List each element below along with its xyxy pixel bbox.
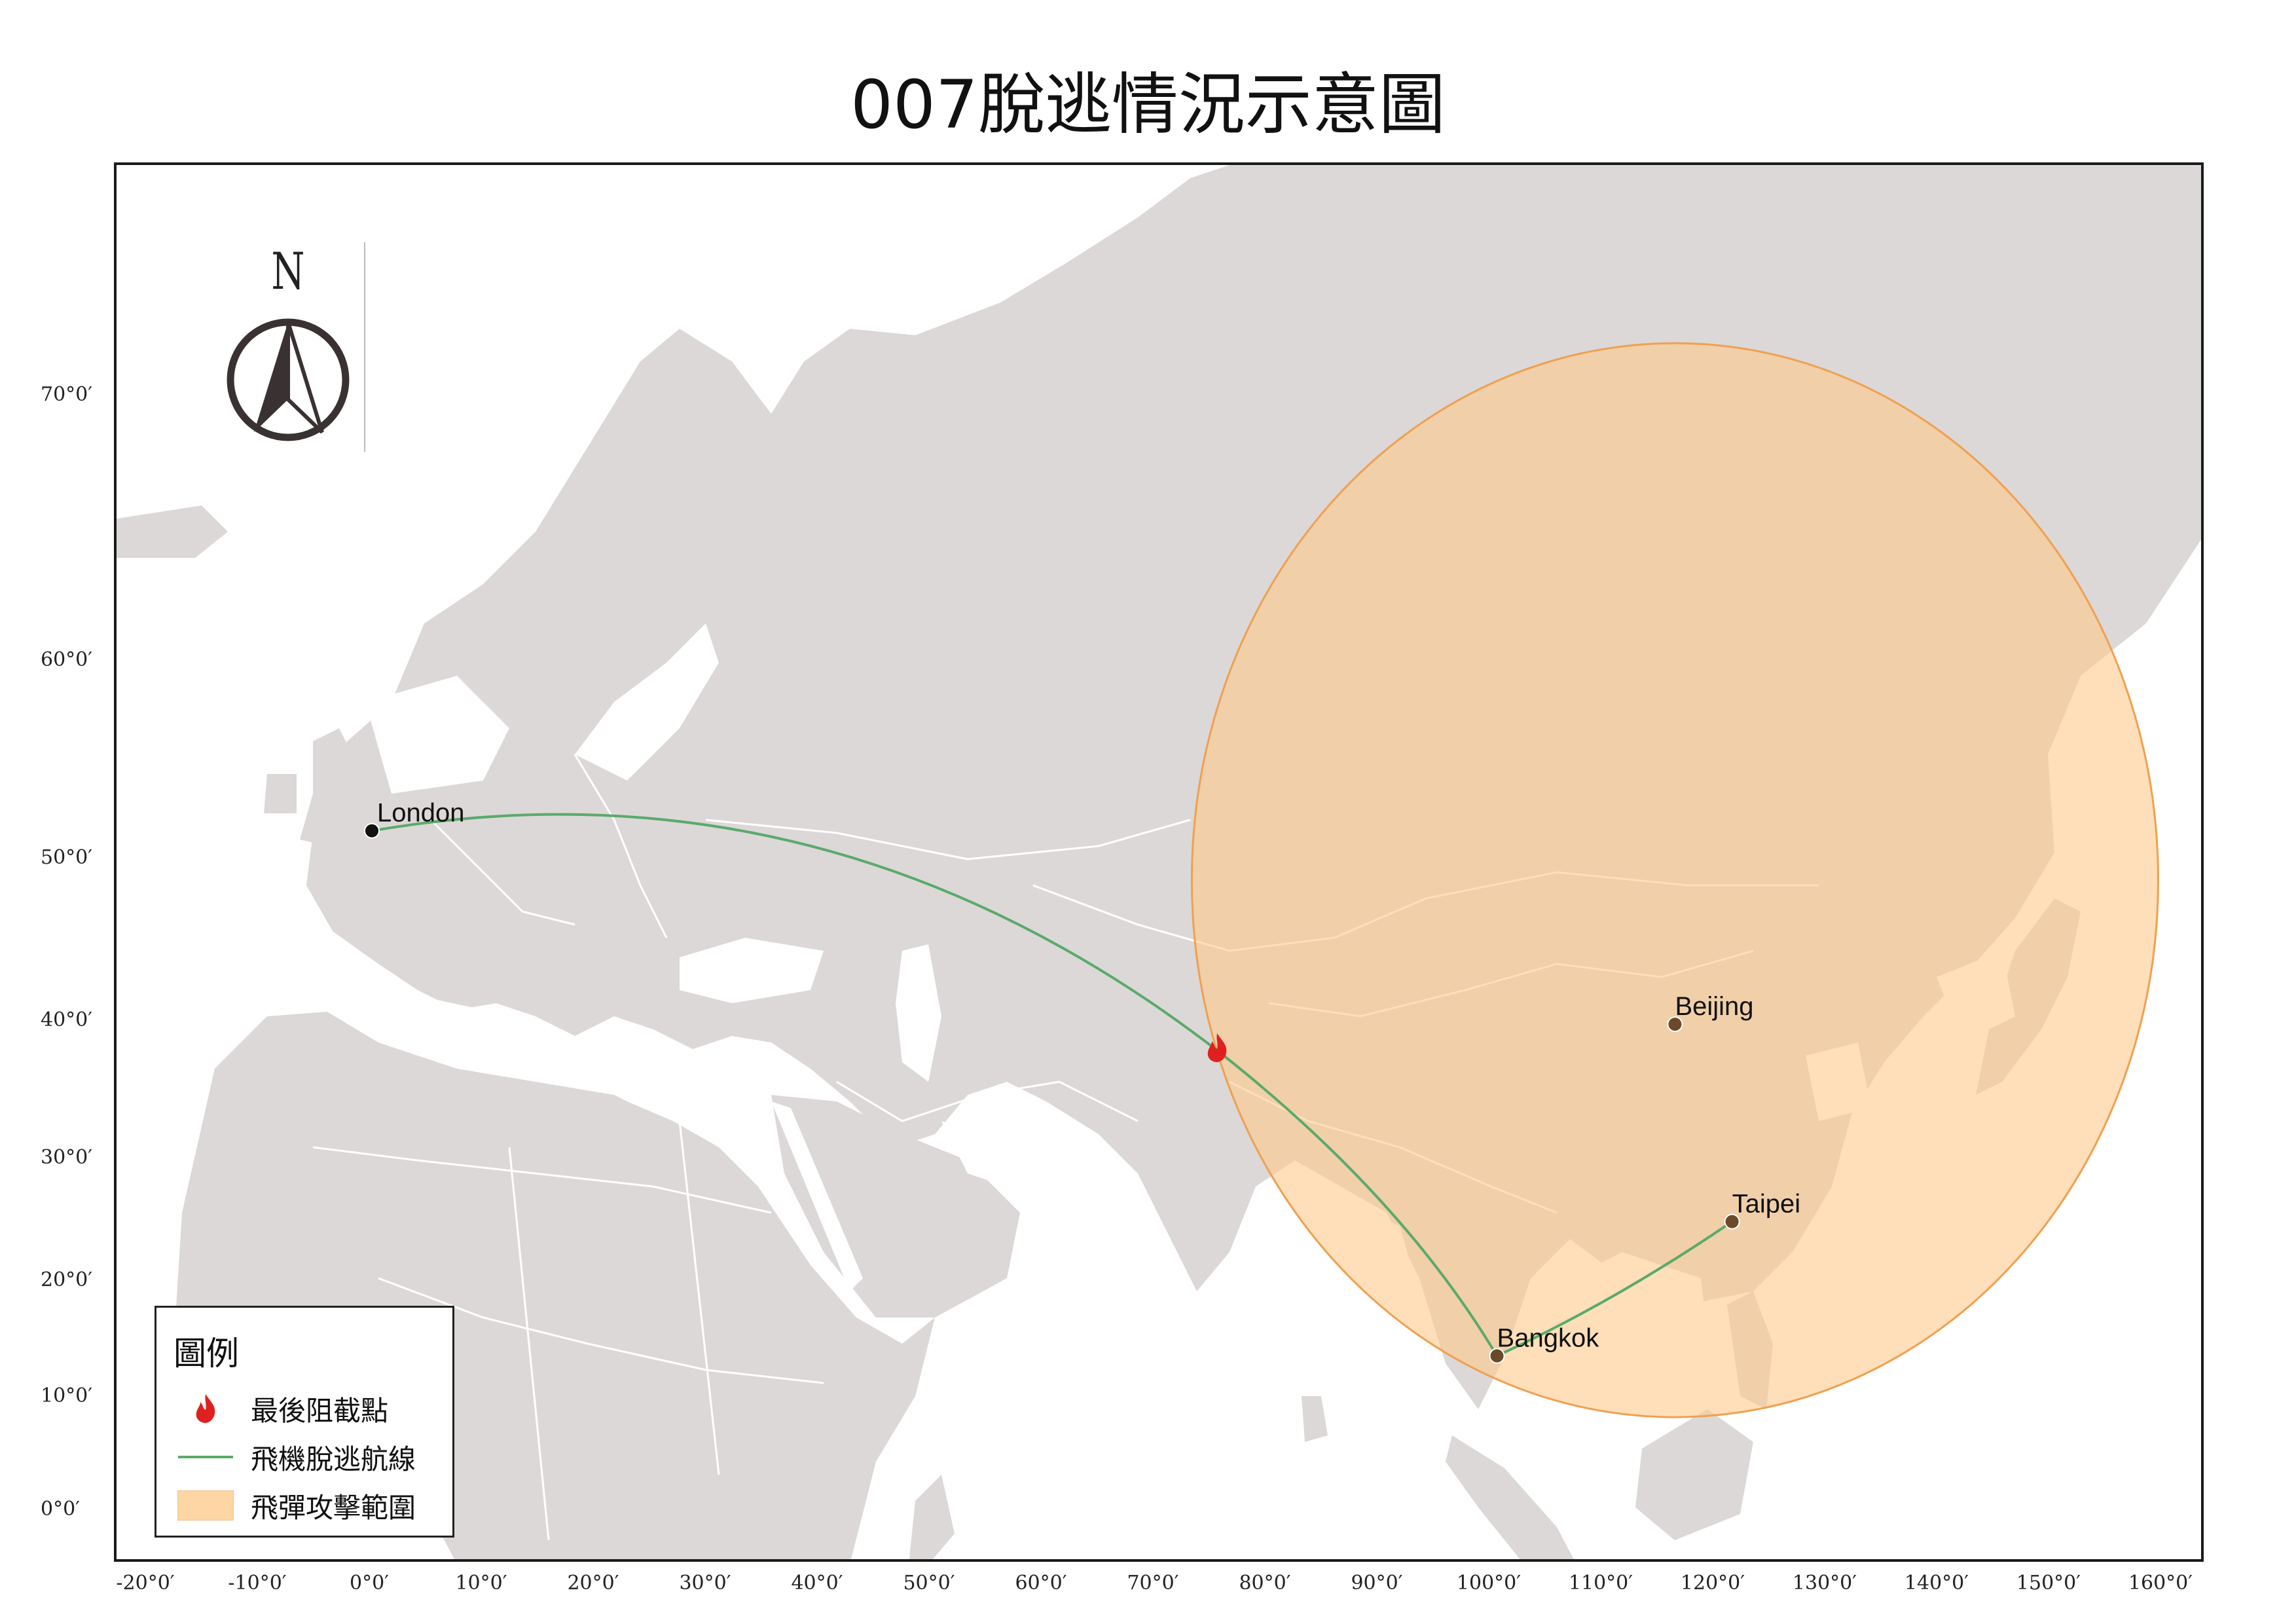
longitude-label: 90°0′: [1351, 1572, 1403, 1595]
longitude-label: 50°0′: [903, 1572, 955, 1595]
city-marker: [1724, 1213, 1740, 1230]
missile-range-area: [1190, 342, 2159, 1418]
longitude-label: -10°0′: [228, 1572, 287, 1595]
escape-route-segment: [1216, 1049, 1499, 1357]
sea-arabian: [1007, 1213, 1190, 1475]
latitude-label: 0°0′: [41, 1498, 80, 1521]
north-label: N: [271, 242, 305, 301]
latitude-label: 20°0′: [41, 1268, 93, 1291]
latitude-label: 60°0′: [41, 648, 93, 671]
longitude-label: 110°0′: [1568, 1572, 1633, 1595]
city-label: Beijing: [1675, 992, 1753, 1021]
north-divider: [364, 242, 365, 452]
legend-item-intercept: 最後阻截點: [170, 1389, 388, 1428]
escape-route-segment: [371, 813, 1218, 1052]
land-britain: [300, 728, 359, 846]
legend-item-range: 飛彈攻擊範圍: [170, 1486, 416, 1525]
land-scandinavia: [483, 414, 811, 715]
longitude-label: 10°0′: [455, 1572, 507, 1595]
land-madagascar: [909, 1475, 955, 1559]
latitude-label: 40°0′: [41, 1008, 93, 1031]
legend-label: 飛機脫逃航線: [251, 1443, 416, 1475]
land-ireland: [264, 774, 297, 813]
land-borneo: [1635, 1409, 1753, 1540]
orange-swatch-icon: [177, 1490, 234, 1521]
legend-title: 圖例: [173, 1335, 239, 1373]
longitude-label: 20°0′: [567, 1572, 619, 1595]
city-label: Taipei: [1732, 1190, 1801, 1219]
fire-icon-shape: [1207, 1033, 1227, 1062]
north-arrow-icon: [227, 318, 350, 441]
sea-persian-gulf: [941, 1121, 1007, 1187]
latitude-label: 70°0′: [41, 383, 93, 406]
legend-item-route: 飛機脫逃航線: [170, 1437, 416, 1477]
border-line: [574, 754, 668, 938]
overlay-layer: London Beijing Taipei Bangkok: [364, 342, 2159, 1418]
border-line: [678, 1120, 720, 1475]
longitude-label: -20°0′: [116, 1572, 175, 1595]
fire-icon: [1207, 1033, 1227, 1062]
longitude-label: 130°0′: [1792, 1572, 1857, 1595]
city-label: Bangkok: [1497, 1324, 1600, 1353]
sea-red: [771, 1101, 863, 1291]
border-line: [378, 1277, 824, 1384]
land-sumatra: [1446, 1435, 1574, 1559]
north-arrow: N: [223, 242, 354, 452]
sea-mediterranean: [313, 990, 771, 1108]
border-line: [705, 819, 1191, 860]
escape-route-segment: [1496, 1220, 1733, 1357]
longitude-label: 150°0′: [2016, 1572, 2081, 1595]
longitude-label: 80°0′: [1239, 1572, 1291, 1595]
map-canvas: London Beijing Taipei Bangkok: [117, 165, 2201, 1559]
longitude-label: 40°0′: [791, 1572, 843, 1595]
sea-north: [365, 676, 509, 794]
border-line: [836, 1080, 1139, 1122]
sea-black: [680, 938, 824, 1003]
latitude-label: 30°0′: [41, 1146, 93, 1169]
land-arabia: [771, 1095, 1020, 1318]
sea-caspian: [896, 944, 941, 1082]
legend-box: 圖例 最後阻截點 飛機脫逃航線 飛彈攻擊範圍: [155, 1306, 454, 1538]
city-marker: [364, 822, 380, 839]
green-line-icon: [178, 1456, 233, 1458]
legend-label: 最後阻截點: [251, 1394, 389, 1427]
sea-baltic: [575, 623, 719, 781]
city-marker: [1489, 1348, 1505, 1364]
border-line: [508, 1147, 550, 1541]
longitude-label: 30°0′: [679, 1572, 731, 1595]
land-srilanka: [1302, 1396, 1328, 1442]
longitude-label: 160°0′: [2128, 1572, 2193, 1595]
latitude-label: 10°0′: [41, 1384, 93, 1407]
latitude-label: 50°0′: [41, 846, 93, 869]
fire-icon: [196, 1394, 215, 1423]
city-label: London: [377, 799, 464, 828]
longitude-label: 120°0′: [1680, 1572, 1745, 1595]
longitude-label: 70°0′: [1127, 1572, 1179, 1595]
longitude-label: 140°0′: [1904, 1572, 1969, 1595]
land-iceland: [117, 506, 228, 558]
longitude-label: 100°0′: [1456, 1572, 1522, 1595]
border-line: [312, 1146, 772, 1214]
map-frame: London Beijing Taipei Bangkok: [114, 162, 2204, 1562]
longitude-label: 60°0′: [1015, 1572, 1067, 1595]
city-marker: [1667, 1016, 1683, 1033]
legend-label: 飛彈攻擊範圍: [251, 1491, 416, 1524]
map-title: 007脫逃情況示意圖: [850, 66, 1446, 144]
border-line: [429, 819, 575, 926]
longitude-label: 0°0′: [350, 1572, 389, 1595]
